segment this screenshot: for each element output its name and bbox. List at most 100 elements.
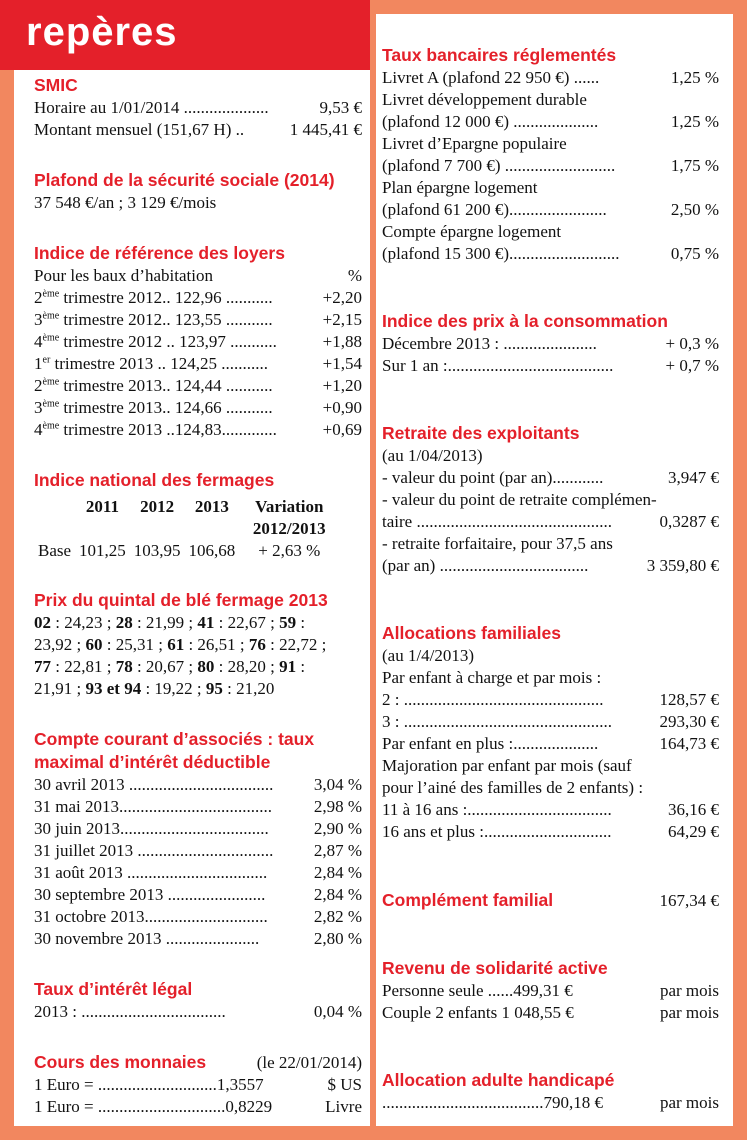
row: Décembre 2013 : ...................... + … xyxy=(382,333,719,355)
row: 31 mai 2013.............................… xyxy=(34,796,362,818)
label-text: Sur 1 an :..............................… xyxy=(382,356,614,376)
row: 30 novembre 2013 ...................... 2… xyxy=(34,928,362,950)
label-text: 31 juillet 2013 ........................… xyxy=(34,841,274,861)
dept-code: 78 xyxy=(115,657,133,677)
label-text: 31 mai 2013.............................… xyxy=(34,797,272,817)
ordinal-suffix: ème xyxy=(42,420,60,432)
heading-text: Taux d’intérêt légal xyxy=(34,979,193,1000)
label: 3ème trimestre 2013.. 124,66 ........... xyxy=(34,397,273,419)
value: +0,69 xyxy=(322,419,362,439)
label: Par enfant en plus :.................... xyxy=(382,733,598,755)
row: (au 1/04/2013) xyxy=(382,445,719,467)
paragraph-line: 02 : 24,23 ; 28 : 21,99 ; 41 : 22,67 ; 5… xyxy=(34,612,362,634)
value: 1,25 % xyxy=(670,112,719,131)
row: - valeur du point (par an)............ 3,… xyxy=(382,467,719,489)
label-text: 11 à 16 ans :...........................… xyxy=(382,800,612,820)
row: 2 : ....................................… xyxy=(382,689,719,711)
row: Couple 2 enfants 1 048,55 € par mois xyxy=(382,1002,719,1024)
dept-code: 80 xyxy=(197,657,215,677)
label: 31 juillet 2013 ........................… xyxy=(34,840,273,862)
ordinal: 4 xyxy=(34,331,43,351)
row: 3ème trimestre 2013.. 124,66 ...........… xyxy=(34,397,362,419)
label: 3ème trimestre 2012.. 123,55 ........... xyxy=(34,309,273,331)
table: 2011 2012 2013 Variation 2012/2013 Base 101,2… xyxy=(34,496,339,562)
section-heading: Taux d’intérêt légal xyxy=(34,978,362,1001)
ordinal-suffix: ème xyxy=(42,398,60,410)
label: ......................................79… xyxy=(382,1092,603,1114)
heading-text: Cours des monnaies xyxy=(34,1051,207,1072)
section-heading: Compte courant d’associés : taux maximal… xyxy=(34,728,362,774)
paragraph-line: 23,92 ; 60 : 25,31 ; 61 : 26,51 ; 76 : 2… xyxy=(34,634,362,656)
label-text: trimestre 2012 .. 123,97 ........... xyxy=(63,331,277,351)
cell: + 2,63 % xyxy=(258,540,321,560)
header-cell: 2011 xyxy=(85,496,119,516)
price: : 21,20 xyxy=(222,679,275,699)
text: (au 1/04/2013) xyxy=(382,446,483,466)
label: (plafond 61 200 €)......................… xyxy=(382,199,607,221)
heading-text: Taux bancaires réglementés xyxy=(382,45,617,65)
value: 2,50 % xyxy=(670,200,719,219)
section-heading: SMIC xyxy=(34,74,362,97)
cell: 101,25 xyxy=(79,540,126,560)
label: Décembre 2013 : ...................... xyxy=(382,333,597,355)
left-column: SMIC Horaire au 1/01/2014 ...............… xyxy=(14,70,370,1126)
label: 2ème trimestre 2012.. 122,96 ........... xyxy=(34,287,273,309)
heading-text: Indice national des fermages xyxy=(34,469,275,490)
label-text: 1 Euro = ............................1,3… xyxy=(34,1074,264,1094)
price: : 21,99 ; xyxy=(132,613,198,633)
cell: 103,95 xyxy=(133,540,181,560)
row: pour l’ainé des familles de 2 enfants) : xyxy=(382,777,719,799)
section: Retraite des exploitants (au 1/04/2013) - … xyxy=(382,422,719,577)
row: - valeur du point de retraite complémen- xyxy=(382,489,719,511)
cell: Base xyxy=(38,540,72,560)
value: $ US xyxy=(327,1074,362,1094)
ordinal-suffix: ème xyxy=(42,310,60,322)
label: 2 : ....................................… xyxy=(382,689,603,711)
value: 2,80 % xyxy=(313,929,362,949)
label-text: ......................................79… xyxy=(382,1092,603,1112)
ordinal-suffix: er xyxy=(42,354,51,366)
value: 1,75 % xyxy=(670,156,719,175)
value: +0,90 xyxy=(322,397,362,417)
text: Livret développement durable xyxy=(382,90,587,109)
label: Montant mensuel (151,67 H) .. xyxy=(34,119,244,141)
label: 2013 : .................................… xyxy=(34,1001,226,1023)
label: Couple 2 enfants 1 048,55 € xyxy=(382,1002,574,1024)
value: par mois xyxy=(659,1002,719,1022)
label-text: 3 : ....................................… xyxy=(382,712,612,732)
label-text: trimestre 2013.. 124,44 ........... xyxy=(63,375,273,395)
section-heading: Retraite des exploitants xyxy=(382,422,719,445)
row: 30 avril 2013 ..........................… xyxy=(34,774,362,796)
dept-code: 28 xyxy=(115,613,133,633)
label-text: trimestre 2012.. 123,55 ........... xyxy=(63,309,273,329)
heading-text: Allocation adulte handicapé xyxy=(382,1069,615,1090)
row: (par an) ...............................… xyxy=(382,555,719,577)
dept-code: 59 xyxy=(279,613,297,633)
label-text: trimestre 2013 .. 124,25 ........... xyxy=(54,353,268,373)
label-text: Livret A (plafond 22 950 €) ...... xyxy=(382,68,600,87)
value: 2,84 % xyxy=(313,885,362,905)
value: 2,98 % xyxy=(313,797,362,817)
row: 3 : ....................................… xyxy=(382,711,719,733)
label-text: (plafond 7 700 €) ......................… xyxy=(382,156,616,175)
label-text: - valeur du point (par an)............ xyxy=(382,468,604,488)
value: 1 445,41 € xyxy=(289,120,362,139)
section: SMIC Horaire au 1/01/2014 ...............… xyxy=(34,74,362,141)
ordinal-suffix: ème xyxy=(42,332,60,344)
heading-text: Plafond de la sécurité sociale (2014) xyxy=(34,169,335,190)
paragraph-line: 77 : 22,81 ; 78 : 20,67 ; 80 : 28,20 ; 9… xyxy=(34,656,362,678)
section-heading: Allocations familiales xyxy=(382,622,719,645)
label-text: 31 août 2013 ...........................… xyxy=(34,863,268,883)
label-text: taire ..................................… xyxy=(382,512,612,532)
ordinal: 1 xyxy=(34,353,43,373)
row: 31 octobre 2013.........................… xyxy=(34,906,362,928)
text: (au 1/4/2013) xyxy=(382,646,475,666)
heading-note: (le 22/01/2014) xyxy=(256,1052,362,1072)
row: Compte épargne logement xyxy=(382,221,719,243)
label: (plafond 12 000 €) .................... xyxy=(382,111,598,133)
label: 4ème trimestre 2012 .. 123,97 ..........… xyxy=(34,331,277,353)
label-text: trimestre 2013.. 124,66 ........... xyxy=(63,397,273,417)
section-heading: Cours des monnaies (le 22/01/2014) xyxy=(34,1051,362,1074)
label-text: (plafond 12 000 €) .................... xyxy=(382,112,599,131)
ordinal: 3 xyxy=(34,309,43,329)
